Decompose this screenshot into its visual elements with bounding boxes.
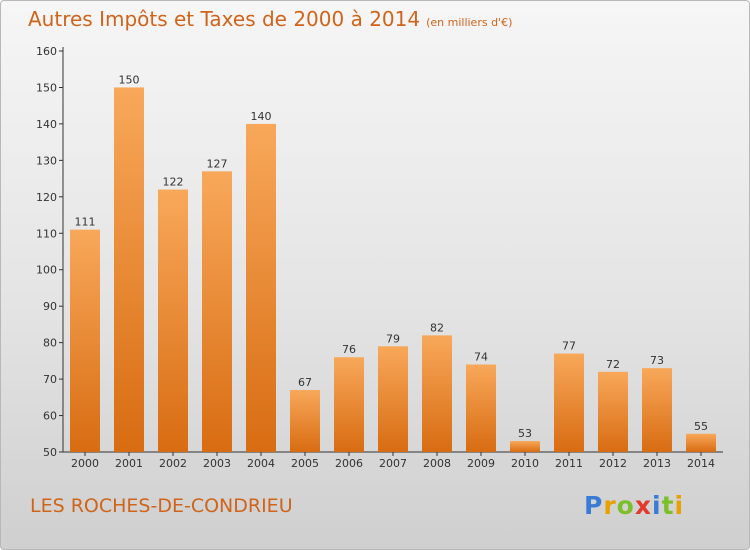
x-tick-label: 2013 (643, 457, 671, 470)
x-tick-label: 2010 (511, 457, 539, 470)
bar (114, 87, 144, 453)
bar (290, 390, 320, 452)
logo-letter: i (652, 491, 662, 520)
logo-letter: P (584, 491, 604, 520)
x-tick-label: 2003 (203, 457, 231, 470)
y-tick-label: 110 (36, 227, 57, 240)
y-tick-label: 90 (43, 300, 57, 313)
x-tick-label: 2009 (467, 457, 495, 470)
bar-value-label: 74 (474, 351, 488, 364)
bar-value-label: 53 (518, 427, 532, 440)
y-tick-label: 150 (36, 81, 57, 94)
bar (158, 189, 188, 452)
x-tick-label: 2002 (159, 457, 187, 470)
bar (686, 433, 716, 452)
chart-title: Autres Impôts et Taxes de 2000 à 2014 (en… (28, 7, 512, 31)
y-tick-label: 70 (43, 373, 57, 386)
y-tick-label: 80 (43, 337, 57, 350)
bar-value-label: 79 (386, 332, 400, 345)
bar (246, 123, 276, 452)
bar-value-label: 122 (163, 176, 184, 189)
bar-value-label: 55 (694, 420, 708, 433)
logo-letter: t (661, 491, 675, 520)
x-tick-label: 2001 (115, 457, 143, 470)
x-tick-label: 2014 (687, 457, 715, 470)
bar (642, 368, 672, 452)
bar (554, 353, 584, 452)
x-tick-label: 2000 (71, 457, 99, 470)
x-tick-label: 2007 (379, 457, 407, 470)
x-tick-label: 2008 (423, 457, 451, 470)
bar (378, 346, 408, 452)
bar (510, 441, 540, 452)
bar (466, 364, 496, 452)
bar (422, 335, 452, 452)
bar-value-label: 77 (562, 340, 576, 353)
logo-letter: x (634, 491, 652, 520)
bar (334, 357, 364, 452)
bar-value-label: 67 (298, 376, 312, 389)
y-tick-label: 100 (36, 264, 57, 277)
bar (202, 171, 232, 453)
chart-title-text: Autres Impôts et Taxes de 2000 à 2014 (28, 7, 421, 31)
commune-name: LES ROCHES-DE-CONDRIEU (30, 495, 293, 517)
chart-subtitle: (en milliers d'€) (426, 16, 513, 29)
bar-value-label: 82 (430, 321, 444, 334)
y-tick-label: 140 (36, 118, 57, 131)
x-tick-label: 2011 (555, 457, 583, 470)
x-tick-label: 2005 (291, 457, 319, 470)
bar (598, 371, 628, 452)
logo-letter: i (674, 491, 685, 520)
proxiti-logo: Proxiti (584, 491, 684, 520)
bar-value-label: 150 (119, 73, 140, 86)
y-tick-label: 160 (36, 45, 57, 58)
x-tick-label: 2006 (335, 457, 363, 470)
bar-value-label: 140 (251, 110, 272, 123)
bar-value-label: 111 (75, 216, 96, 229)
y-tick-label: 120 (36, 191, 57, 204)
bar-value-label: 72 (606, 358, 620, 371)
bar-value-label: 76 (342, 343, 356, 356)
x-tick-label: 2004 (247, 457, 275, 470)
bar (70, 229, 100, 452)
x-tick-label: 2012 (599, 457, 627, 470)
logo-letter: o (616, 491, 635, 520)
y-tick-label: 50 (43, 446, 57, 459)
logo-letter: r (603, 491, 617, 520)
y-tick-label: 130 (36, 154, 57, 167)
y-tick-label: 60 (43, 410, 57, 423)
bar-value-label: 73 (650, 354, 664, 367)
bar-value-label: 127 (207, 157, 228, 170)
